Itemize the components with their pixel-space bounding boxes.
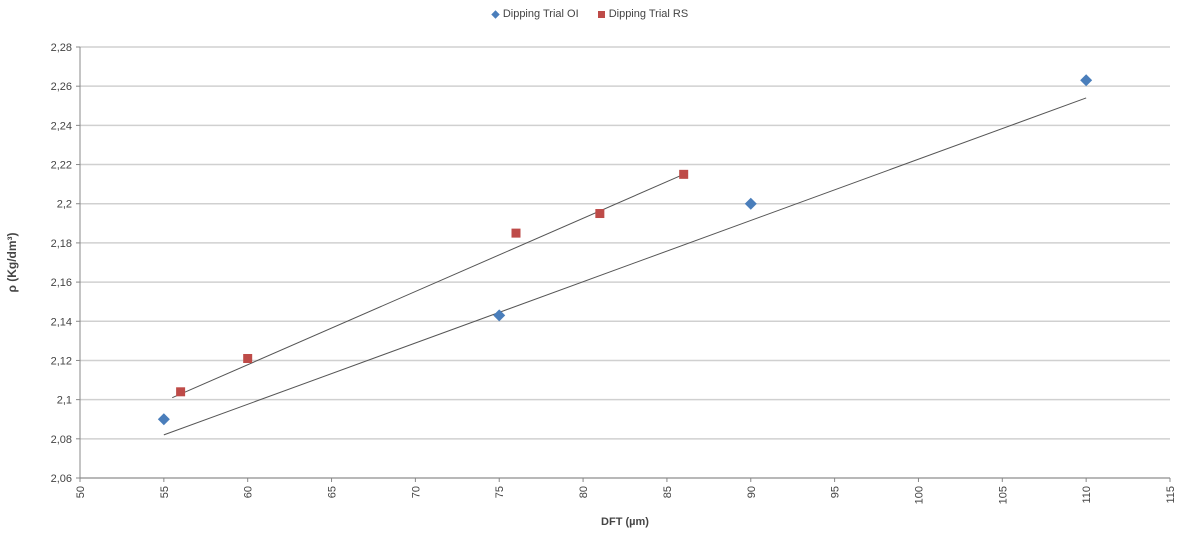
y-tick-label: 2,2	[57, 199, 72, 211]
legend: Dipping Trial OI Dipping Trial RS	[0, 8, 1180, 20]
x-tick-label: 80	[578, 486, 590, 498]
y-tick-label: 2,18	[51, 238, 72, 250]
x-tick-label: 100	[913, 486, 925, 504]
data-point-oi	[493, 309, 506, 322]
y-tick-label: 2,08	[51, 434, 72, 446]
y-tick-label: 2,14	[51, 316, 72, 328]
legend-label-rs: Dipping Trial RS	[608, 8, 689, 21]
x-tick-label: 50	[75, 486, 87, 498]
x-tick-label: 90	[746, 486, 758, 498]
y-tick-label: 2,22	[51, 160, 72, 172]
y-tick-label: 2,28	[51, 42, 72, 54]
y-tick-label: 2,24	[51, 120, 72, 132]
legend-item-oi: Dipping Trial OI	[491, 8, 579, 21]
data-point-rs	[595, 209, 605, 219]
x-tick-label: 95	[830, 486, 842, 498]
trendline-rs	[172, 173, 684, 399]
x-tick-label: 55	[159, 486, 171, 498]
x-tick-label: 65	[327, 486, 339, 498]
y-tick-label: 2,12	[51, 355, 72, 367]
x-tick-label: 75	[494, 486, 506, 498]
y-tick-label: 2,16	[51, 277, 72, 289]
data-point-oi	[1080, 74, 1093, 87]
data-point-oi	[157, 413, 170, 426]
data-point-rs	[243, 353, 253, 363]
x-tick-label: 115	[1165, 486, 1177, 504]
legend-label-oi: Dipping Trial OI	[502, 8, 579, 21]
y-tick-label: 2,26	[51, 81, 72, 93]
y-axis-title: ρ (Kg/dm³)	[5, 232, 19, 292]
x-tick-label: 105	[997, 486, 1009, 504]
y-tick-label: 2,06	[51, 473, 72, 485]
data-point-rs	[511, 228, 521, 238]
x-axis-title: DFT (µm)	[601, 516, 649, 528]
x-tick-label: 60	[243, 486, 255, 498]
x-tick-label: 85	[662, 486, 674, 498]
legend-marker-oi	[491, 9, 500, 19]
data-point-oi	[744, 197, 757, 210]
y-tick-label: 2,1	[57, 395, 72, 407]
trendline-oi	[163, 97, 1087, 436]
legend-marker-rs	[597, 10, 605, 18]
data-point-rs	[679, 169, 689, 179]
data-point-rs	[176, 387, 186, 397]
legend-item-rs: Dipping Trial RS	[597, 8, 689, 21]
x-tick-label: 110	[1081, 486, 1093, 504]
x-tick-label: 70	[410, 486, 422, 498]
